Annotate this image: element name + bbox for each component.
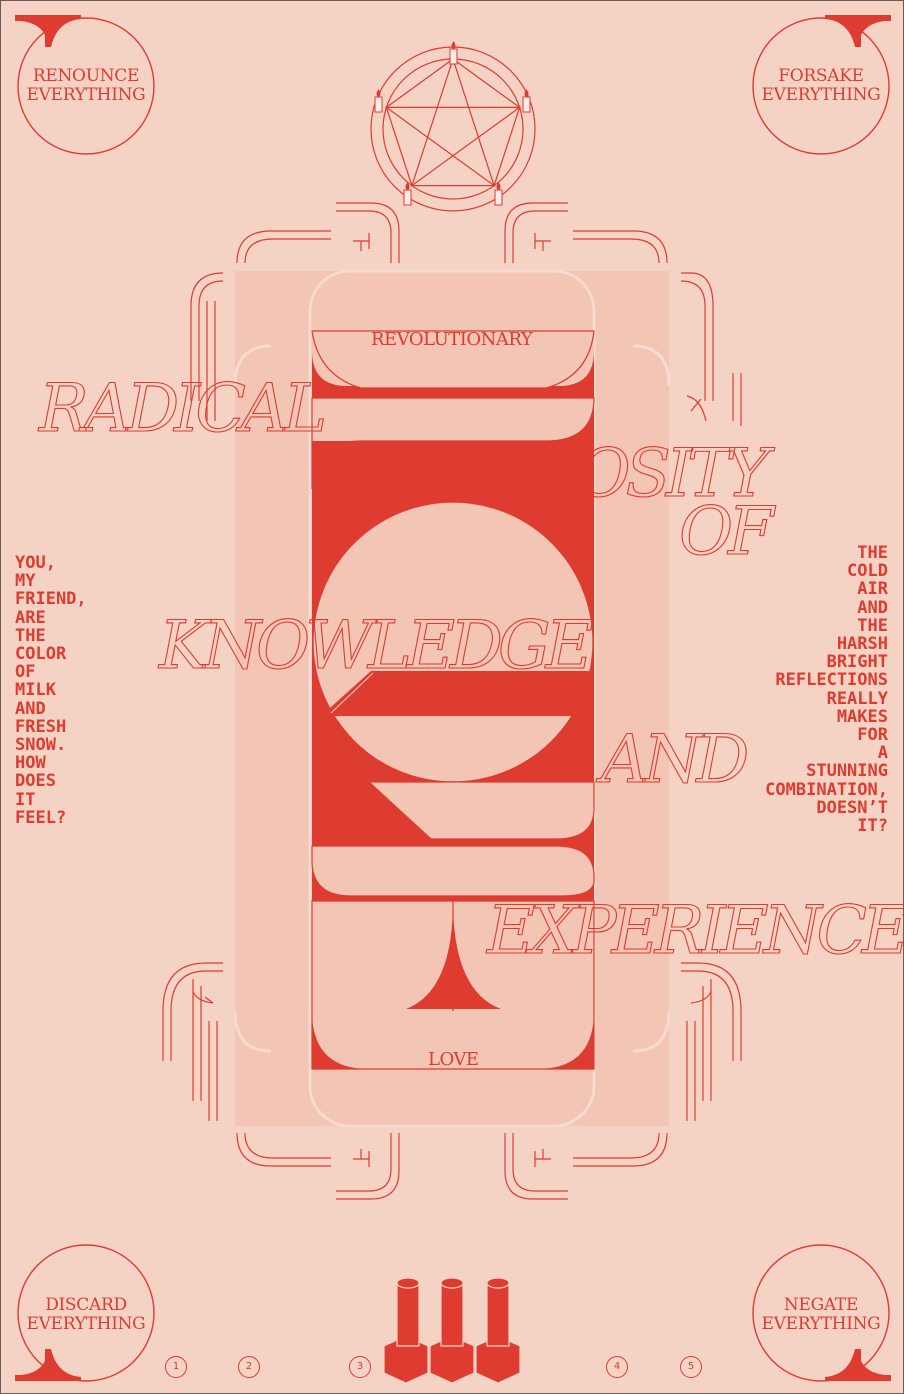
text-line: REFLECTIONS xyxy=(775,670,888,691)
corner-line: EVERYTHING xyxy=(761,85,881,105)
text-line: REALLY xyxy=(826,688,888,709)
text-line: THE xyxy=(857,543,888,563)
corner-line: EVERYTHING xyxy=(761,1314,881,1334)
text-line: THE xyxy=(15,625,46,646)
word-knowledge: KNOWLEDGE xyxy=(158,607,594,684)
word-and: AND xyxy=(600,721,749,798)
text-line: BRIGHT xyxy=(826,652,888,673)
corner-line: EVERYTHING xyxy=(26,85,146,105)
text-line: DOES xyxy=(15,771,56,792)
central-glyph xyxy=(311,330,595,1070)
word-generosity: GENEROSITY xyxy=(344,435,770,512)
text-line: HOW xyxy=(15,753,46,774)
word-of: OF xyxy=(678,493,774,570)
corner-circle-br xyxy=(752,1244,890,1382)
cylinder-icons xyxy=(383,1277,521,1384)
text-line: FOR xyxy=(857,725,888,746)
candle-icons xyxy=(374,41,531,206)
corner-circle-tl xyxy=(17,17,155,155)
page-marker-3[interactable]: 3 xyxy=(349,1356,371,1378)
page-marker-1[interactable]: 1 xyxy=(165,1356,187,1378)
corner-ornaments xyxy=(15,15,891,1381)
page-marker-2[interactable]: 2 xyxy=(238,1356,260,1378)
corner-line: DISCARD xyxy=(45,1295,127,1315)
pentagram-icon xyxy=(370,46,536,212)
text-line: AND xyxy=(857,597,888,618)
text-line: OF xyxy=(15,662,36,683)
corner-label-negate: NEGATE EVERYTHING xyxy=(753,1296,889,1334)
text-line: FRESH xyxy=(15,716,67,737)
corner-circle-bl xyxy=(17,1244,155,1382)
text-line: MY xyxy=(15,571,36,592)
text-line: A xyxy=(877,743,888,764)
corner-label-discard: DISCARD EVERYTHING xyxy=(18,1296,154,1334)
corner-label-forsake: FORSAKE EVERYTHING xyxy=(753,67,889,105)
text-line: STUNNING xyxy=(806,761,888,782)
text-line: YOU, xyxy=(15,553,56,573)
corner-label-renounce: RENOUNCE EVERYTHING xyxy=(18,67,154,105)
text-line: AIR xyxy=(857,579,888,600)
bracket-ornaments xyxy=(162,202,742,1200)
page-marker-5[interactable]: 5 xyxy=(680,1356,702,1378)
text-line: COLOR xyxy=(15,644,67,665)
page-marker-4[interactable]: 4 xyxy=(606,1356,628,1378)
corner-line: NEGATE xyxy=(783,1295,859,1315)
text-line: HARSH xyxy=(836,634,888,655)
text-line: IT xyxy=(15,789,36,810)
text-line: DOESN’T xyxy=(816,797,888,818)
right-paragraph: THE COLD AIR AND THE HARSH BRIGHT REFLEC… xyxy=(728,544,888,835)
text-line: SNOW. xyxy=(15,735,67,756)
corner-circle-tr xyxy=(752,17,890,155)
text-line: AND xyxy=(15,698,46,719)
corner-line: RENOUNCE xyxy=(32,66,140,86)
text-line: MILK xyxy=(15,680,56,701)
text-line: MAKES xyxy=(836,706,888,727)
word-experience: EXPERIENCE xyxy=(486,892,904,969)
text-line: IT? xyxy=(857,816,888,837)
text-line: FEEL? xyxy=(15,807,67,828)
text-line: THE xyxy=(857,615,888,636)
text-line: COMBINATION, xyxy=(765,779,888,800)
label-love: LOVE xyxy=(428,1049,479,1070)
text-line: COLD xyxy=(847,561,888,582)
word-radical: RADICAL xyxy=(38,370,327,447)
text-line: FRIEND, xyxy=(15,589,87,610)
corner-line: FORSAKE xyxy=(778,66,864,86)
label-revolutionary: REVOLUTIONARY xyxy=(371,329,533,350)
left-paragraph: YOU, MY FRIEND, ARE THE COLOR OF MILK AN… xyxy=(15,554,125,827)
text-line: ARE xyxy=(15,607,46,628)
corner-line: EVERYTHING xyxy=(26,1314,146,1334)
